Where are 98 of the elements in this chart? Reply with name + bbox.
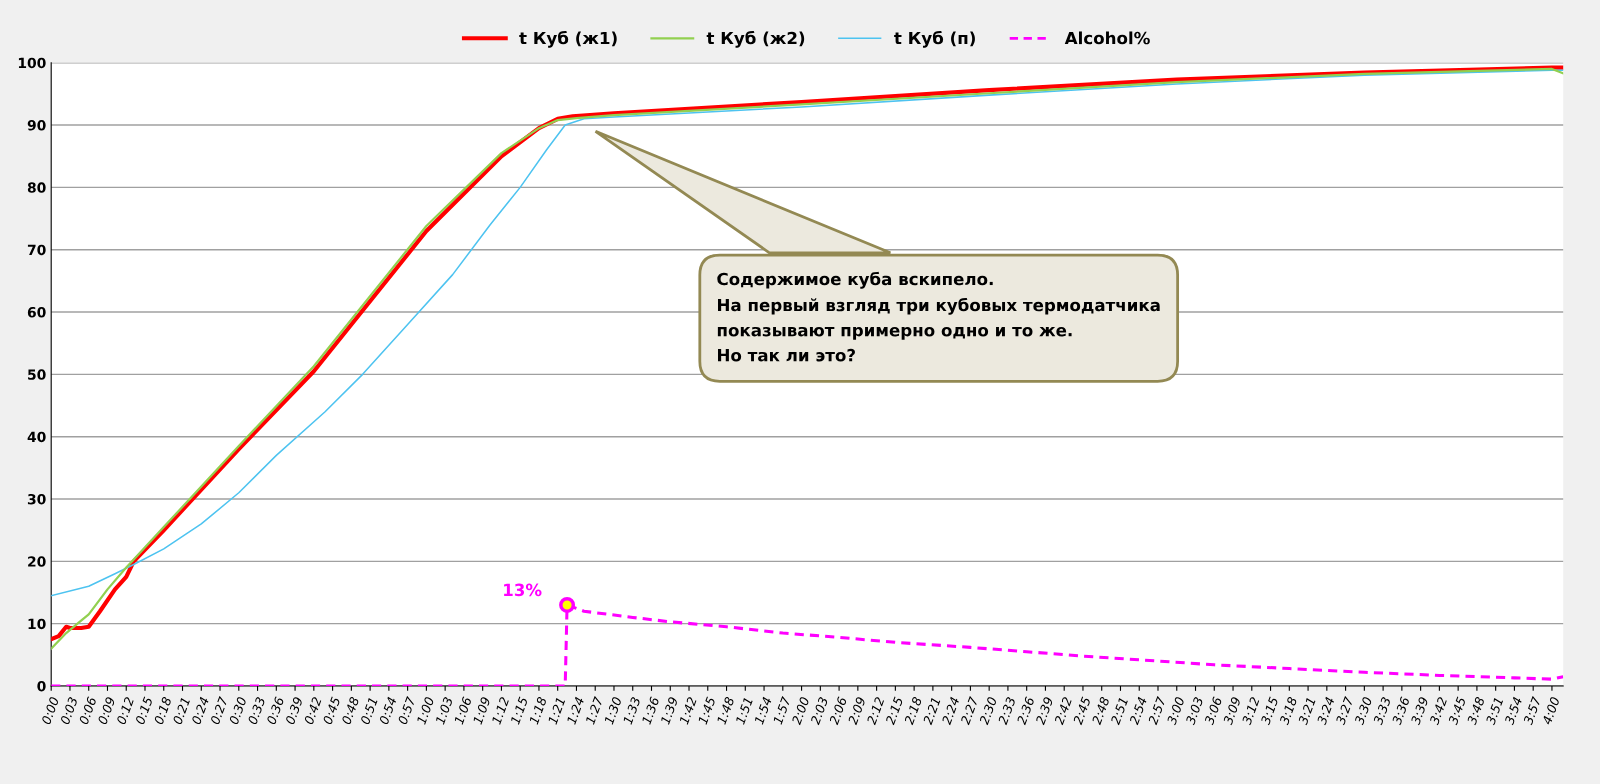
x-tick-label: 2:27 bbox=[960, 695, 979, 726]
x-tick-label: 3:09 bbox=[1222, 696, 1241, 726]
annotation: 13% bbox=[504, 583, 542, 597]
x-tick-label: 3:36 bbox=[1391, 696, 1410, 726]
x-tick-label: 1:00 bbox=[416, 696, 435, 725]
x-tick-label: 3:39 bbox=[1410, 696, 1429, 726]
x-tick-label: 1:18 bbox=[528, 696, 547, 725]
x-tick-label: 1:39 bbox=[660, 696, 679, 725]
x-tick-label: 0:15 bbox=[134, 696, 153, 725]
x-tick-label: 3:15 bbox=[1260, 696, 1279, 726]
x-tick-label: 0:18 bbox=[153, 696, 172, 725]
x-tick-label: 2:39 bbox=[1035, 696, 1054, 726]
x-tick-label: 3:30 bbox=[1354, 696, 1373, 726]
x-tick-label: 0:42 bbox=[303, 696, 322, 725]
x-tick-label: 0:09 bbox=[97, 696, 116, 725]
x-tick-label: 0:48 bbox=[341, 696, 360, 725]
x-tick-label: 3:12 bbox=[1241, 696, 1260, 726]
x-tick-label: 2:51 bbox=[1110, 697, 1129, 726]
x-tick-label: 1:21 bbox=[547, 697, 566, 725]
legend-label: Alcohol% bbox=[1064, 31, 1150, 45]
x-tick-label: 3:18 bbox=[1279, 696, 1298, 726]
x-tick-label: 3:21 bbox=[1297, 697, 1316, 726]
x-tick-label: 1:09 bbox=[472, 696, 491, 725]
x-tick-label: 0:45 bbox=[322, 696, 341, 725]
annotation: Содержимое куба вскипело. На первый взгляд три кубовых термодатчика показывают примерно одно и то же. Но так ли это? bbox=[717, 271, 1160, 362]
x-tick-label: 2:12 bbox=[866, 696, 885, 726]
y-tick-label: 60 bbox=[27, 307, 46, 318]
x-tick-label: 3:33 bbox=[1372, 696, 1392, 726]
y-tick-label: 70 bbox=[27, 244, 46, 256]
x-tick-label: 2:24 bbox=[941, 696, 960, 726]
x-tick-label: 1:48 bbox=[716, 696, 735, 725]
x-tick-label: 2:54 bbox=[1128, 696, 1148, 726]
x-tick-label: 1:15 bbox=[510, 696, 529, 725]
y-tick-label: 10 bbox=[28, 618, 46, 630]
x-tick-label: 3:06 bbox=[1204, 696, 1223, 726]
x-tick-label: 0:06 bbox=[78, 696, 97, 725]
x-tick-label: 2:18 bbox=[903, 696, 923, 726]
x-tick-label: 3:42 bbox=[1429, 696, 1448, 726]
x-tick-label: 2:15 bbox=[885, 696, 904, 726]
x-tick-label: 1:57 bbox=[772, 695, 791, 725]
y-tick-label: 100 bbox=[18, 57, 46, 69]
x-tick-label: 0:54 bbox=[378, 696, 397, 725]
x-tick-label: 0:03 bbox=[59, 696, 78, 725]
x-tick-label: 3:54 bbox=[1504, 696, 1523, 726]
x-tick-label: 2:21 bbox=[922, 697, 941, 726]
x-tick-label: 3:57 bbox=[1522, 695, 1542, 726]
x-tick-label: 0:21 bbox=[172, 697, 191, 725]
x-tick-label: 1:27 bbox=[585, 695, 604, 725]
y-tick-label: 20 bbox=[28, 556, 46, 567]
x-tick-label: 3:00 bbox=[1166, 696, 1185, 726]
x-tick-label: 0:51 bbox=[360, 697, 378, 725]
legend-label: t Куб (ж2) bbox=[706, 30, 805, 48]
x-tick-label: 2:09 bbox=[847, 696, 866, 726]
x-tick-label: 1:42 bbox=[678, 696, 697, 725]
x-tick-label: 1:51 bbox=[735, 697, 753, 725]
y-tick-label: 80 bbox=[27, 182, 46, 193]
x-tick-label: 2:06 bbox=[828, 696, 848, 726]
x-tick-label: 3:51 bbox=[1485, 697, 1504, 726]
x-tick-label: 1:06 bbox=[453, 696, 472, 725]
x-tick-label: 3:48 bbox=[1466, 696, 1485, 726]
x-tick-label: 1:54 bbox=[754, 696, 772, 725]
x-tick-label: 0:33 bbox=[247, 696, 266, 725]
x-tick-label: 2:00 bbox=[791, 696, 810, 726]
x-tick-label: 0:57 bbox=[397, 695, 416, 725]
x-tick-label: 2:42 bbox=[1053, 696, 1072, 726]
x-tick-label: 2:48 bbox=[1091, 696, 1110, 726]
y-tick-label: 40 bbox=[27, 431, 46, 443]
x-tick-label: 2:36 bbox=[1016, 696, 1035, 726]
legend-label: t Куб (ж1) bbox=[519, 30, 617, 48]
x-tick-label: 0:12 bbox=[116, 696, 135, 725]
x-tick-label: 0:24 bbox=[191, 696, 210, 725]
y-tick-label: 90 bbox=[27, 120, 46, 131]
x-tick-label: 3:24 bbox=[1316, 696, 1335, 726]
x-tick-label: 3:45 bbox=[1447, 696, 1467, 726]
legend-label: t Куб (п) bbox=[894, 30, 975, 48]
y-tick-label: 30 bbox=[27, 493, 46, 505]
x-tick-label: 2:03 bbox=[810, 696, 829, 726]
x-tick-label: 0:36 bbox=[266, 696, 285, 725]
x-tick-label: 2:45 bbox=[1072, 696, 1091, 726]
x-tick-label: 0:39 bbox=[285, 696, 304, 725]
x-tick-label: 2:30 bbox=[978, 696, 998, 726]
x-tick-label: 1:03 bbox=[435, 696, 454, 725]
x-tick-label: 1:45 bbox=[697, 696, 716, 725]
y-tick-label: 0 bbox=[37, 680, 46, 692]
x-tick-label: 1:33 bbox=[622, 696, 641, 725]
x-tick-label: 0:27 bbox=[209, 695, 229, 725]
y-tick-label: 50 bbox=[28, 369, 46, 380]
x-tick-label: 4:00 bbox=[1541, 696, 1560, 726]
x-tick-label: 1:12 bbox=[491, 696, 510, 725]
x-tick-label: 2:33 bbox=[997, 696, 1016, 726]
x-tick-label: 0:30 bbox=[228, 696, 247, 725]
x-tick-label: 1:36 bbox=[641, 696, 660, 725]
x-tick-label: 1:30 bbox=[603, 696, 622, 725]
x-tick-label: 2:57 bbox=[1147, 695, 1167, 726]
x-tick-label: 1:24 bbox=[566, 696, 585, 725]
x-tick-label: 3:03 bbox=[1185, 696, 1204, 726]
x-tick-label: 0:00 bbox=[41, 696, 60, 725]
x-tick-label: 3:27 bbox=[1335, 695, 1354, 726]
